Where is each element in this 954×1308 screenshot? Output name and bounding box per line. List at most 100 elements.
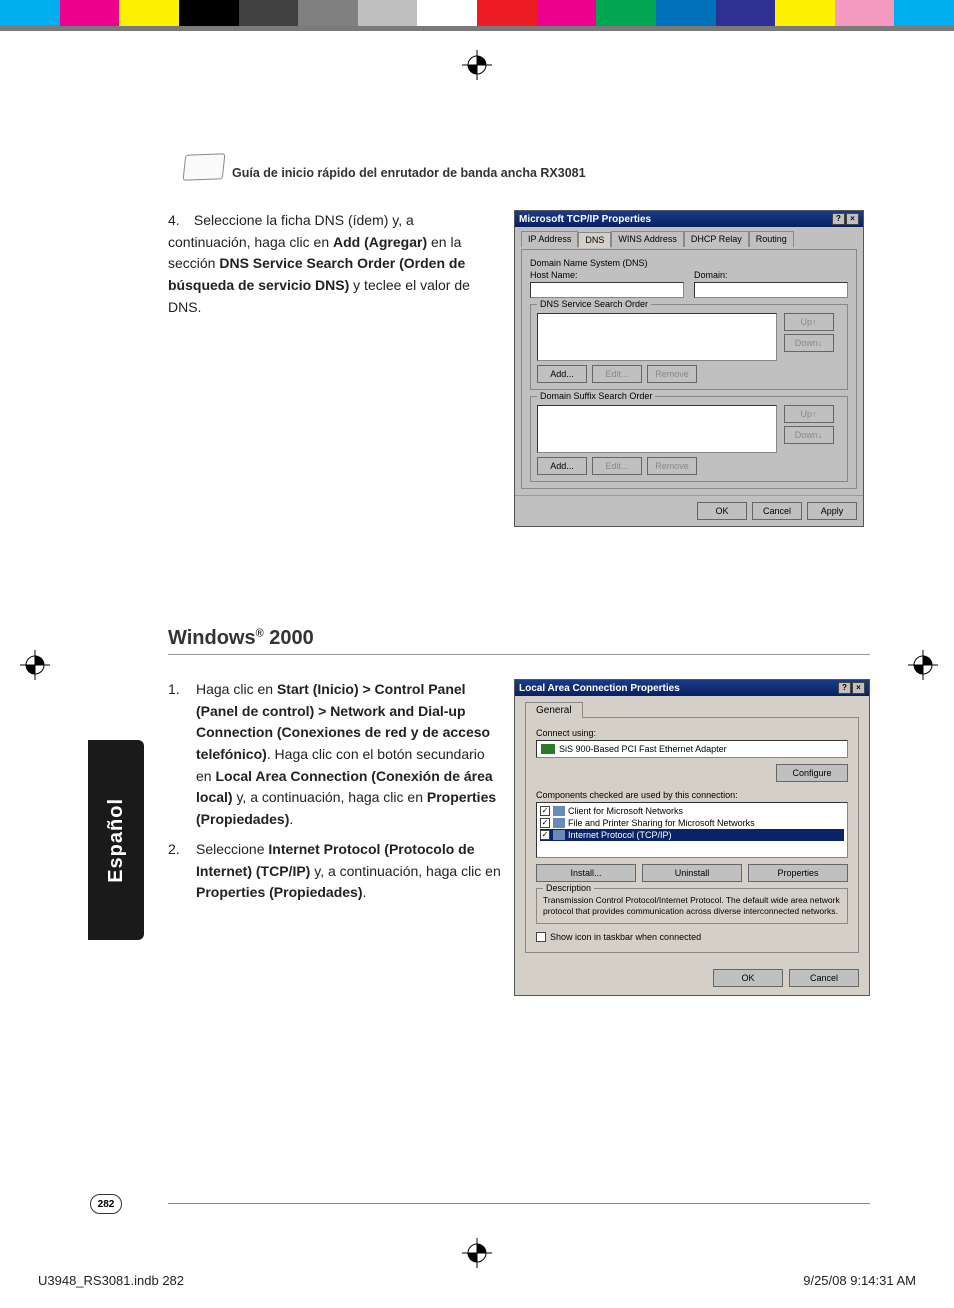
color-swatch bbox=[596, 0, 656, 26]
ok-button[interactable]: OK bbox=[697, 502, 747, 520]
color-swatch bbox=[477, 0, 537, 26]
win2k-steps: 1. Haga clic en Start (Inicio) > Control… bbox=[168, 679, 504, 996]
comp-tcpip[interactable]: ✓Internet Protocol (TCP/IP) bbox=[540, 829, 844, 841]
down-button-2[interactable]: Down↓ bbox=[784, 426, 834, 444]
reg-mark-top bbox=[462, 50, 492, 80]
remove-button-2[interactable]: Remove bbox=[647, 457, 697, 475]
suffix-order-list[interactable] bbox=[537, 405, 777, 453]
apply-button[interactable]: Apply bbox=[807, 502, 857, 520]
tab-dhcp-relay[interactable]: DHCP Relay bbox=[684, 231, 749, 247]
domain-suffix-search-order-group: Domain Suffix Search Order Up↑ Down↓ Add… bbox=[530, 396, 848, 482]
ok-button-2[interactable]: OK bbox=[713, 969, 783, 987]
checkbox-icon[interactable]: ✓ bbox=[540, 818, 550, 828]
step-2-number: 2. bbox=[168, 839, 196, 904]
host-name-input[interactable] bbox=[530, 282, 684, 298]
dialog-titlebar: Microsoft TCP/IP Properties ? × bbox=[515, 211, 863, 227]
page-number: 282 bbox=[90, 1194, 122, 1214]
adapter-icon bbox=[541, 744, 555, 754]
cancel-button[interactable]: Cancel bbox=[752, 502, 802, 520]
color-swatch bbox=[537, 0, 597, 26]
language-side-tab: Español bbox=[88, 740, 144, 940]
edit-button-2[interactable]: Edit... bbox=[592, 457, 642, 475]
color-swatch bbox=[60, 0, 120, 26]
comp-file-share[interactable]: ✓File and Printer Sharing for Microsoft … bbox=[540, 817, 844, 829]
page-header: Guía de inicio rápido del enrutador de b… bbox=[184, 154, 870, 180]
network-icon bbox=[553, 830, 565, 840]
dns-system-label: Domain Name System (DNS) bbox=[530, 258, 848, 268]
header-title: Guía de inicio rápido del enrutador de b… bbox=[232, 166, 586, 180]
color-swatch bbox=[894, 0, 954, 26]
dialog-title: Microsoft TCP/IP Properties bbox=[519, 214, 651, 225]
step-4-number: 4. bbox=[168, 210, 190, 232]
close-button-2[interactable]: × bbox=[852, 682, 865, 694]
lan-properties-dialog: Local Area Connection Properties ? × Gen… bbox=[514, 679, 870, 996]
windows-2000-heading: Windows® 2000 bbox=[168, 627, 870, 655]
reg-mark-bottom bbox=[462, 1238, 492, 1268]
properties-button[interactable]: Properties bbox=[748, 864, 848, 882]
color-strip bbox=[0, 26, 954, 31]
add-button[interactable]: Add... bbox=[537, 365, 587, 383]
description-box: Description Transmission Control Protoco… bbox=[536, 888, 848, 924]
tab-dns[interactable]: DNS bbox=[578, 232, 611, 248]
domain-input[interactable] bbox=[694, 282, 848, 298]
uninstall-button[interactable]: Uninstall bbox=[642, 864, 742, 882]
print-color-bar bbox=[0, 0, 954, 26]
up-button[interactable]: Up↑ bbox=[784, 313, 834, 331]
adapter-box: SiS 900-Based PCI Fast Ethernet Adapter bbox=[536, 740, 848, 758]
color-swatch bbox=[179, 0, 239, 26]
tab-row: IP Address DNS WINS Address DHCP Relay R… bbox=[521, 231, 857, 247]
tab-ip-address[interactable]: IP Address bbox=[521, 231, 578, 247]
comp-client[interactable]: ✓Client for Microsoft Networks bbox=[540, 805, 844, 817]
dialog2-title: Local Area Connection Properties bbox=[519, 683, 680, 694]
color-swatch bbox=[656, 0, 716, 26]
color-swatch bbox=[298, 0, 358, 26]
color-swatch bbox=[119, 0, 179, 26]
tcpip-properties-dialog: Microsoft TCP/IP Properties ? × IP Addre… bbox=[514, 210, 864, 527]
dns-order-list[interactable] bbox=[537, 313, 777, 361]
description-text: Transmission Control Protocol/Internet P… bbox=[543, 895, 841, 917]
dns-service-search-order-group: DNS Service Search Order Up↑ Down↓ Add..… bbox=[530, 304, 848, 390]
color-swatch bbox=[358, 0, 418, 26]
tab-routing[interactable]: Routing bbox=[749, 231, 794, 247]
add-button-2[interactable]: Add... bbox=[537, 457, 587, 475]
color-swatch bbox=[0, 0, 60, 26]
show-icon-row[interactable]: Show icon in taskbar when connected bbox=[536, 932, 848, 942]
cancel-button-2[interactable]: Cancel bbox=[789, 969, 859, 987]
configure-button[interactable]: Configure bbox=[776, 764, 848, 782]
router-icon bbox=[183, 153, 226, 180]
close-button[interactable]: × bbox=[846, 213, 859, 225]
down-button[interactable]: Down↓ bbox=[784, 334, 834, 352]
connect-using-label: Connect using: bbox=[536, 728, 848, 738]
footer-left: U3948_RS3081.indb 282 bbox=[38, 1273, 184, 1288]
page-content: Guía de inicio rápido del enrutador de b… bbox=[90, 100, 870, 1220]
footer-right: 9/25/08 9:14:31 AM bbox=[803, 1273, 916, 1288]
network-icon bbox=[553, 806, 565, 816]
install-button[interactable]: Install... bbox=[536, 864, 636, 882]
up-button-2[interactable]: Up↑ bbox=[784, 405, 834, 423]
components-label: Components checked are used by this conn… bbox=[536, 790, 848, 800]
color-swatch bbox=[835, 0, 895, 26]
language-label: Español bbox=[105, 798, 128, 883]
help-button[interactable]: ? bbox=[832, 213, 845, 225]
tab-wins[interactable]: WINS Address bbox=[611, 231, 684, 247]
tab-general[interactable]: General bbox=[525, 702, 583, 718]
host-name-label: Host Name: bbox=[530, 270, 684, 280]
dialog2-titlebar: Local Area Connection Properties ? × bbox=[515, 680, 869, 696]
step-1-number: 1. bbox=[168, 679, 196, 831]
components-list[interactable]: ✓Client for Microsoft Networks ✓File and… bbox=[536, 802, 848, 858]
help-button-2[interactable]: ? bbox=[838, 682, 851, 694]
remove-button[interactable]: Remove bbox=[647, 365, 697, 383]
checkbox-icon[interactable] bbox=[536, 932, 546, 942]
step-4-text: 4. Seleccione la ficha DNS (ídem) y, a c… bbox=[168, 210, 496, 527]
footer-rule bbox=[168, 1203, 870, 1204]
reg-mark-right bbox=[908, 650, 938, 680]
edit-button[interactable]: Edit... bbox=[592, 365, 642, 383]
color-swatch bbox=[775, 0, 835, 26]
checkbox-icon[interactable]: ✓ bbox=[540, 830, 550, 840]
color-swatch bbox=[239, 0, 299, 26]
checkbox-icon[interactable]: ✓ bbox=[540, 806, 550, 816]
color-swatch bbox=[417, 0, 477, 26]
domain-label: Domain: bbox=[694, 270, 848, 280]
adapter-name: SiS 900-Based PCI Fast Ethernet Adapter bbox=[559, 744, 727, 754]
reg-mark-left bbox=[20, 650, 50, 680]
